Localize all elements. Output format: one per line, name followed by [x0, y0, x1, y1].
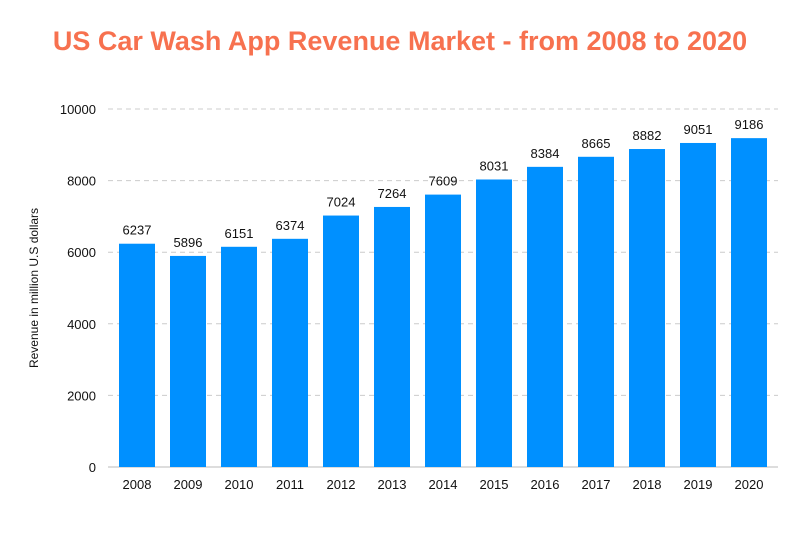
x-tick-label: 2010 [225, 477, 254, 492]
bar-2011 [272, 238, 308, 467]
x-tick-label: 2011 [276, 477, 304, 492]
y-tick-label: 0 [89, 460, 96, 475]
x-tick-label: 2012 [327, 477, 356, 492]
x-tick-label: 2013 [378, 477, 407, 492]
x-tick-label: 2008 [123, 477, 152, 492]
x-tick-label: 2009 [174, 477, 203, 492]
bar-2018 [629, 149, 665, 467]
x-tick-label: 2015 [480, 477, 509, 492]
y-tick-label: 10000 [60, 102, 96, 117]
x-tick-label: 2017 [582, 477, 611, 492]
data-label: 5896 [174, 235, 203, 250]
bar-2014 [425, 194, 461, 468]
bar-2019 [680, 142, 716, 468]
data-label: 7264 [378, 186, 407, 201]
data-label: 8384 [531, 146, 560, 161]
data-label: 8882 [633, 128, 662, 143]
data-label: 9051 [684, 122, 713, 137]
x-tick-label: 2020 [735, 477, 764, 492]
bar-2013 [374, 206, 410, 468]
x-tick-label: 2019 [684, 477, 713, 492]
data-label: 6374 [276, 218, 305, 233]
bar-2020 [731, 138, 767, 467]
bar-2015 [476, 179, 512, 467]
chart-title: US Car Wash App Revenue Market - from 20… [52, 26, 748, 56]
y-tick-label: 6000 [67, 245, 96, 260]
y-tick-label: 4000 [67, 317, 96, 332]
x-tick-label: 2016 [531, 477, 560, 492]
y-tick-label: 2000 [67, 388, 96, 403]
data-label: 7609 [429, 174, 458, 189]
bar-2009 [170, 255, 206, 467]
y-axis-label: Revenue in million U.S dollars [27, 208, 41, 368]
y-tick-label: 8000 [67, 174, 96, 189]
bar-2010 [221, 246, 257, 467]
data-label: 6151 [225, 226, 254, 241]
bar-2012 [323, 215, 359, 467]
x-tick-label: 2018 [633, 477, 662, 492]
x-tick-label: 2014 [429, 477, 458, 492]
data-label: 6237 [123, 223, 152, 238]
data-label: 7024 [327, 195, 356, 210]
data-label: 8031 [480, 158, 509, 173]
bar-2016 [527, 166, 563, 468]
data-label: 9186 [735, 117, 764, 132]
data-label: 8665 [582, 136, 611, 151]
bar-2008 [119, 243, 155, 467]
bar-2017 [578, 156, 614, 467]
